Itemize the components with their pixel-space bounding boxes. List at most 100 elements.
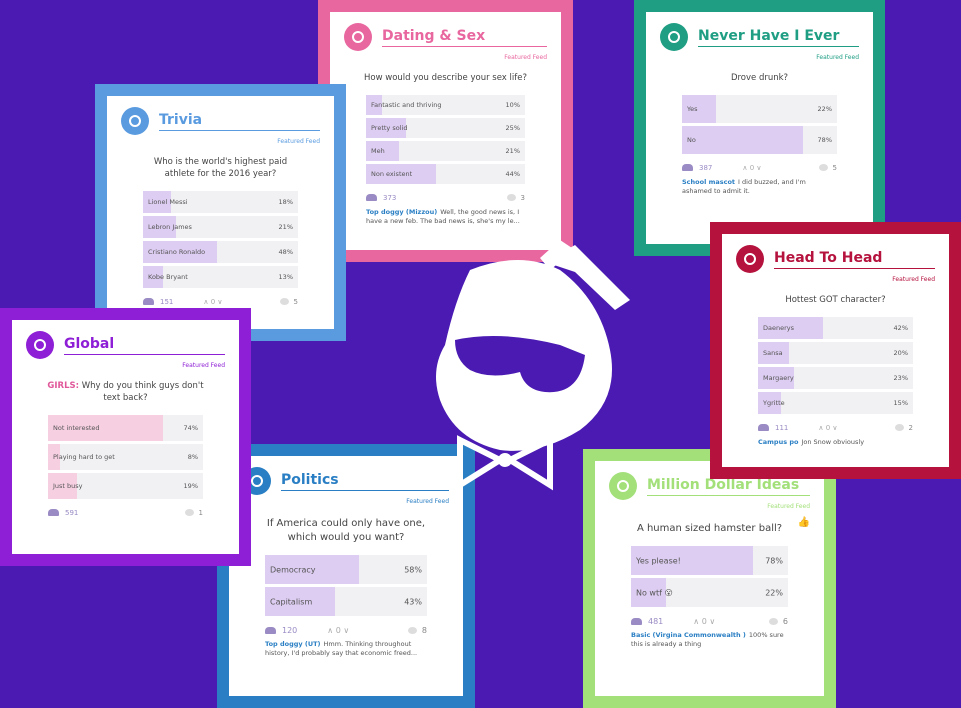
question-text: How would you describe your sex life? <box>364 73 527 83</box>
poll-option: No wtf 😮 22% <box>631 578 788 607</box>
result-bar <box>143 240 218 263</box>
comment-author: Top doggy (Mizzou) <box>366 207 438 216</box>
members-count: 151 <box>160 297 174 306</box>
top-comment: Basic (Virgina Commonwealth ) 100% sure t… <box>631 631 788 649</box>
members-icon <box>366 194 377 202</box>
poll-option: Meh 21% <box>366 140 525 161</box>
option-label: Yes please! <box>636 556 681 565</box>
option-percent: 15% <box>893 398 908 407</box>
comment-count: 1 <box>185 509 203 517</box>
comment-author: School mascot <box>682 177 736 186</box>
option-percent: 58% <box>404 565 422 574</box>
option-percent: 18% <box>278 197 293 206</box>
option-label: Just busy <box>53 481 83 490</box>
result-bar <box>143 215 176 238</box>
poll-card: Dating & Sex Featured Feed How would you d… <box>330 12 561 250</box>
option-label: Not interested <box>53 423 100 432</box>
option-percent: 78% <box>817 135 832 144</box>
featured-label: Featured Feed <box>406 498 449 505</box>
comment-author: Basic (Virgina Commonwealth ) <box>631 631 746 639</box>
option-percent: 13% <box>278 272 293 281</box>
comment-text: 100% sure this is already a thing <box>631 631 784 649</box>
members-icon <box>265 626 276 634</box>
result-bar <box>631 578 666 607</box>
featured-label: Featured Feed <box>277 138 320 145</box>
members-count: 591 <box>65 508 79 517</box>
option-label: Ygritte <box>763 398 785 407</box>
card-title: Never Have I Ever <box>698 28 859 47</box>
poll-option: Cristiano Ronaldo 48% <box>143 240 298 263</box>
question: How would you describe your sex life? <box>364 73 527 85</box>
comment-count: 3 <box>507 194 525 202</box>
members-count: 481 <box>648 616 664 626</box>
result-bar <box>366 94 382 115</box>
poll-option: Margaery 23% <box>758 366 913 389</box>
card-header: Head To Head <box>736 244 935 274</box>
category-icon <box>736 245 764 273</box>
poll-card: Never Have I Ever Featured Feed Drove drun… <box>646 12 873 244</box>
poll-option: Lionel Messi 18% <box>143 190 298 213</box>
question: Drove drunk? <box>680 73 839 85</box>
card-frame: Dating & Sex Featured Feed How would you d… <box>318 0 573 262</box>
card-title: Million Dollar Ideas <box>647 477 810 496</box>
result-bar <box>758 391 782 414</box>
option-label: Daenerys <box>763 323 795 332</box>
option-label: Lebron James <box>148 222 192 231</box>
poll-card: Global Featured Feed GIRLS: Why do you thi… <box>12 320 239 554</box>
poll-option: No 78% <box>682 125 837 154</box>
option-label: Non existent <box>371 169 413 178</box>
result-bar <box>758 366 794 389</box>
comment-text: Hmm. Thinking throughout history, I'd pr… <box>265 640 418 658</box>
card-title: Trivia <box>159 112 320 131</box>
comment-text: Well, the good news is, I have a new feb… <box>366 207 520 225</box>
option-percent: 22% <box>817 104 832 113</box>
result-bar <box>366 140 400 161</box>
poll-option: Just busy 19% <box>48 472 203 499</box>
poll-option: Fantastic and thriving 10% <box>366 94 525 115</box>
featured-label: Featured Feed <box>816 54 859 61</box>
card-title: Dating & Sex <box>382 28 547 47</box>
option-label: Fantastic and thriving <box>371 100 442 109</box>
featured-label: Featured Feed <box>767 503 810 510</box>
option-label: Yes <box>687 104 698 113</box>
category-icon <box>609 472 637 500</box>
result-bar <box>366 163 436 184</box>
option-label: No wtf 😮 <box>636 588 673 597</box>
question-prefix: GIRLS: <box>47 381 80 391</box>
members-count: 111 <box>775 423 789 432</box>
card-frame: Global Featured Feed GIRLS: Why do you thi… <box>0 308 251 566</box>
result-bar <box>631 546 754 575</box>
question-text: A human sized hamster ball? <box>636 523 783 534</box>
members-icon <box>758 424 769 432</box>
featured-label: Featured Feed <box>182 362 225 369</box>
comment-author: Top doggy (UT) <box>265 640 321 648</box>
result-bar <box>143 190 171 213</box>
members-icon <box>48 509 59 517</box>
comment-count: 8 <box>408 626 427 635</box>
card-footer: 481 0 6 <box>631 615 788 627</box>
vote-count: 0 <box>818 424 837 432</box>
result-bar <box>48 414 163 441</box>
card-header: Dating & Sex <box>344 22 547 52</box>
vote-count: 0 <box>327 626 349 635</box>
category-icon <box>344 23 372 51</box>
option-label: Sansa <box>763 348 783 357</box>
option-percent: 21% <box>505 146 520 155</box>
result-bar <box>265 587 335 616</box>
question: GIRLS: Why do you think guys don't text … <box>46 381 205 405</box>
card-footer: 151 0 5 <box>143 296 298 308</box>
option-percent: 74% <box>183 423 198 432</box>
featured-label: Featured Feed <box>892 276 935 283</box>
question: Who is the world's highest paid athlete … <box>141 157 300 181</box>
poll-option: Ygritte 15% <box>758 391 913 414</box>
option-percent: 25% <box>505 123 520 132</box>
poll-option: Capitalism 43% <box>265 587 427 616</box>
category-icon <box>660 23 688 51</box>
members-icon <box>143 298 154 306</box>
poll-option: Daenerys 42% <box>758 316 913 339</box>
comment-count: 5 <box>819 164 837 172</box>
comment-count: 6 <box>769 617 788 626</box>
card-frame: Trivia Featured Feed Who is the world's hi… <box>95 84 346 341</box>
vote-count: 0 <box>693 617 715 626</box>
members-icon <box>682 164 693 172</box>
